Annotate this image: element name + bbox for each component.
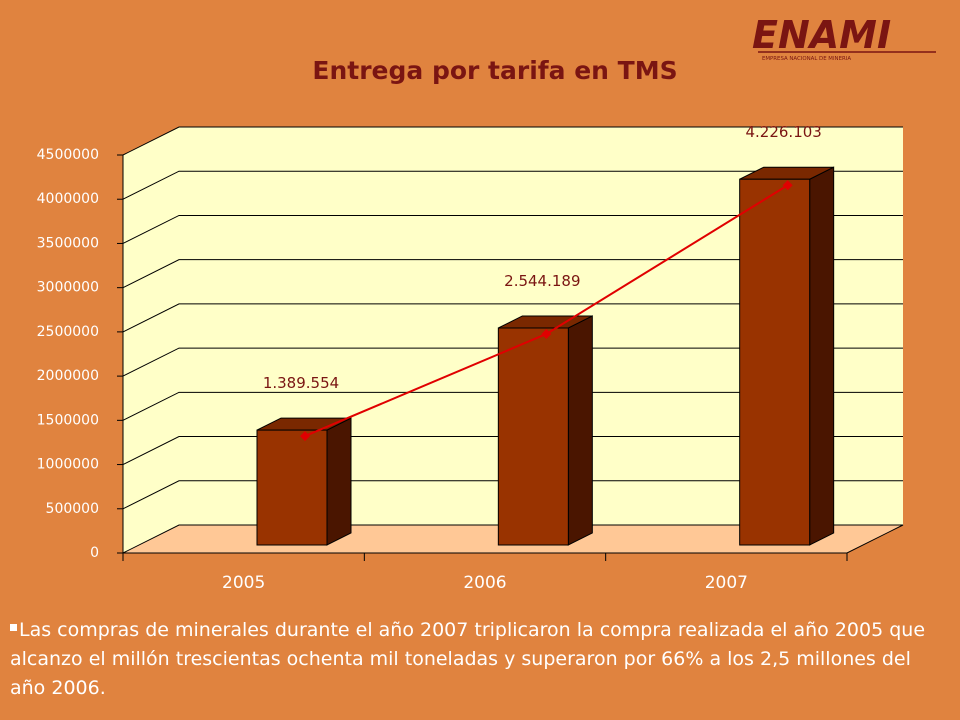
bar-side (567, 315, 593, 546)
y-tick-label: 3500000 (37, 235, 99, 251)
line-point (300, 431, 310, 442)
gridline (122, 436, 903, 466)
bar (739, 178, 811, 546)
gridline (122, 303, 903, 333)
gridline (122, 214, 903, 244)
gridline (122, 170, 903, 200)
x-tick-label: 2007 (705, 573, 748, 593)
chart-side-wall (123, 127, 179, 553)
footnote-text: Las compras de minerales durante el año … (10, 619, 926, 699)
gridline (122, 480, 903, 510)
gridline (122, 259, 903, 289)
bar-chart: 0 500000 1000000 1500000 2000000 2500000 30000… (37, 123, 904, 593)
enami-logo: ENAMI EMPRESA NACIONAL DE MINERIA (748, 14, 938, 64)
y-tick-label: 3000000 (37, 280, 99, 296)
y-tick-label: 2500000 (37, 324, 99, 340)
bullet-icon (10, 624, 17, 631)
y-tick-label: 2000000 (37, 368, 99, 384)
bar (256, 429, 328, 546)
data-label: 4.226.103 (745, 123, 821, 141)
y-tick-label: 1500000 (37, 412, 99, 428)
gridline (122, 126, 903, 156)
x-tick-label: 2006 (463, 573, 506, 593)
y-tick-label: 4000000 (37, 191, 99, 207)
data-label: 1.389.554 (263, 374, 339, 392)
y-tick-label: 0 (90, 545, 99, 561)
y-tick-label: 4500000 (37, 147, 99, 163)
x-tick-label: 2005 (222, 573, 265, 593)
line-point (782, 180, 793, 191)
y-tick-label: 500000 (46, 501, 99, 517)
gridline (122, 347, 903, 377)
y-tick-label: 1000000 (37, 457, 99, 473)
enami-logo-subtitle: EMPRESA NACIONAL DE MINERIA (762, 56, 851, 62)
data-label: 2.544.189 (504, 272, 580, 290)
bar-side (326, 417, 352, 546)
line-point (541, 328, 552, 339)
chart-title: Entrega por tarifa en TMS (312, 56, 678, 85)
gridline (122, 391, 903, 421)
bar (497, 327, 569, 546)
enami-logo-wordmark: ENAMI (752, 14, 891, 57)
footnote: Las compras de minerales durante el año … (10, 616, 952, 703)
bar-side (809, 166, 835, 546)
